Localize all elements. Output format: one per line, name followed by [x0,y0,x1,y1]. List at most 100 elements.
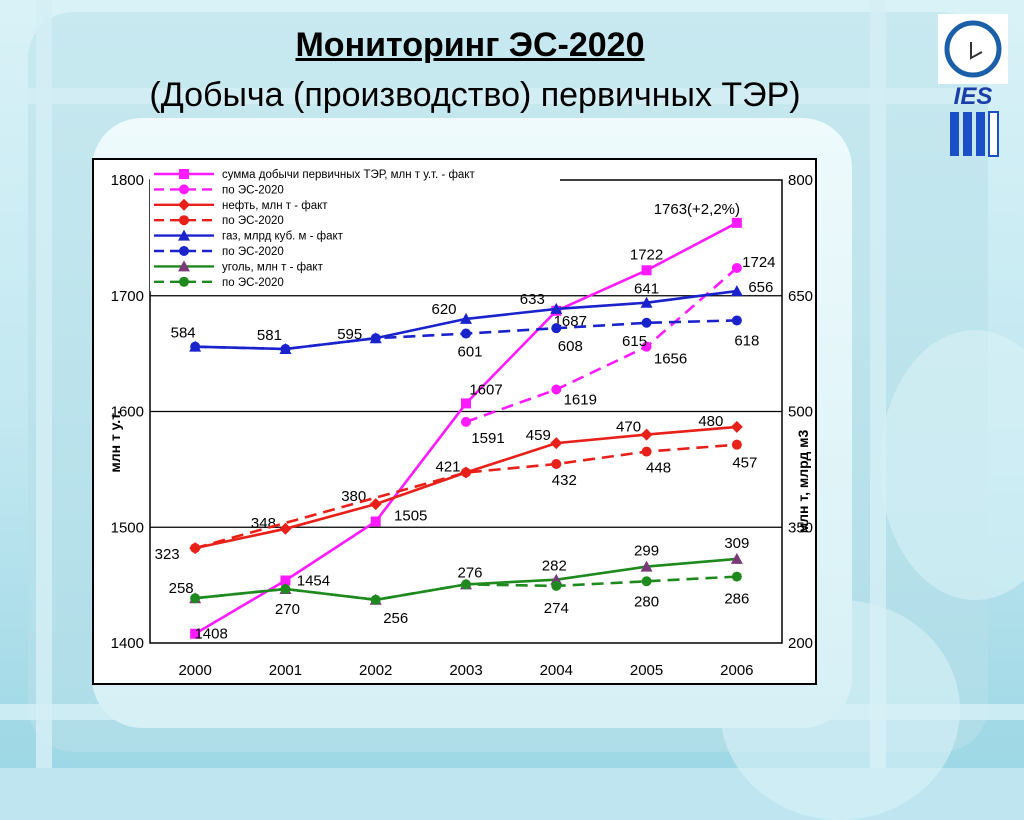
legend-box [150,162,560,292]
legend-label: по ЭС-2020 [222,277,284,289]
data-label-0: 1687 [554,313,587,330]
data-label-1: 1656 [654,351,687,368]
data-label-0: 1607 [469,381,502,398]
data-label-4: 581 [257,327,282,344]
data-point-1 [461,416,471,427]
data-point-5 [370,333,381,344]
data-point-7 [551,580,562,591]
production-chart: 1400 1500 1600 1700 1800 200 350 500 650 800 2000 2… [107,162,813,679]
legend-label: сумма добычи первичных ТЭР, млн т у.т. -… [222,169,475,181]
data-label-4: 641 [634,281,659,298]
data-label-2: 470 [616,419,641,436]
legend-label: по ЭС-2020 [222,246,284,258]
data-label-2: 421 [435,458,460,475]
y-axis-label-right: млн т, млрд м3 [795,430,811,534]
data-label-7: 274 [544,600,569,617]
x-tick-label: 2002 [359,662,392,679]
data-label-6: 276 [457,564,482,581]
x-tick-label: 2003 [449,662,482,679]
legend-marker [178,198,190,211]
data-point-4 [550,302,563,314]
data-point-5 [641,317,652,328]
data-point-0 [461,398,471,409]
data-point-5 [461,328,471,339]
y-tick-left: 1700 [111,288,144,305]
data-point-1 [731,262,742,273]
data-label-4: 656 [748,279,773,296]
data-point-3 [190,543,201,554]
data-label-2: 459 [526,427,551,444]
data-point-7 [461,579,471,590]
y-axis-label-left: млн т у.т. [107,410,123,472]
data-point-2 [640,428,653,441]
data-label-6: 256 [383,610,408,627]
data-point-4 [730,285,743,297]
data-label-2: 323 [155,546,180,563]
legend-marker [179,169,189,179]
x-tick-label: 2000 [178,662,211,679]
legend-label: нефть, млн т - факт [222,200,328,212]
data-point-0 [731,217,742,228]
y-tick-left: 1500 [111,519,144,536]
data-point-5 [280,343,291,354]
data-label-1: 1724 [742,254,775,271]
data-point-7 [190,593,201,604]
data-label-1: 1591 [471,430,504,447]
data-point-1 [551,384,562,395]
y-tick-right: 350 [788,519,813,536]
data-point-3 [551,458,562,469]
data-label-0: 1454 [297,572,330,589]
data-point-4 [460,312,472,324]
x-tick-label: 2001 [269,662,302,679]
data-point-5 [190,341,201,352]
background-circle [880,330,1024,600]
logo-text: IES [954,83,993,110]
data-label-3: 448 [646,460,671,477]
data-label-5: 601 [457,344,482,361]
data-point-2 [730,420,743,433]
data-label-5: 608 [558,338,583,355]
data-label-2: 348 [251,515,276,532]
data-label-4: 633 [520,291,545,308]
data-label-6: 282 [542,558,567,575]
data-label-0: 1505 [394,507,427,524]
data-label-3: 432 [552,472,577,489]
legend-marker [179,246,189,256]
data-label-7: 286 [724,591,749,608]
data-point-7 [280,583,291,594]
data-point-2 [369,498,382,511]
background-stripe [0,88,1024,104]
y-tick-right: 200 [788,635,813,652]
ies-logo: IES [938,14,1008,157]
data-point-7 [641,576,652,587]
legend-marker [178,260,190,272]
data-point-0 [280,575,291,586]
data-point-6 [730,552,743,564]
y-tick-left: 1800 [111,172,144,189]
data-point-0 [190,628,201,639]
x-tick-label: 2004 [540,662,573,679]
data-label-6: 309 [724,535,749,552]
data-label-4: 595 [337,326,362,343]
data-label-2: 480 [698,413,723,430]
data-label-1: 1619 [564,392,597,409]
data-label-3: 457 [732,455,757,472]
series-line-1 [465,267,738,424]
y-tick-right: 800 [788,172,813,189]
data-point-3 [461,467,471,478]
data-label-5: 615 [622,333,647,350]
legend-label: по ЭС-2020 [222,215,284,227]
legend-marker [179,184,189,195]
data-label-0: 1722 [630,246,663,263]
page-subtitle: (Добыча (производство) первичных ТЭР) [149,76,801,114]
legend-label: по ЭС-2020 [222,184,284,196]
data-label-6: 258 [169,580,194,597]
data-point-5 [731,315,742,326]
legend-marker [179,276,189,287]
data-point-3 [731,439,742,450]
data-point-1 [641,341,652,352]
data-label-4: 584 [171,325,196,342]
background-stripe [36,0,52,768]
data-point-5 [551,323,562,334]
legend-marker [178,229,190,241]
